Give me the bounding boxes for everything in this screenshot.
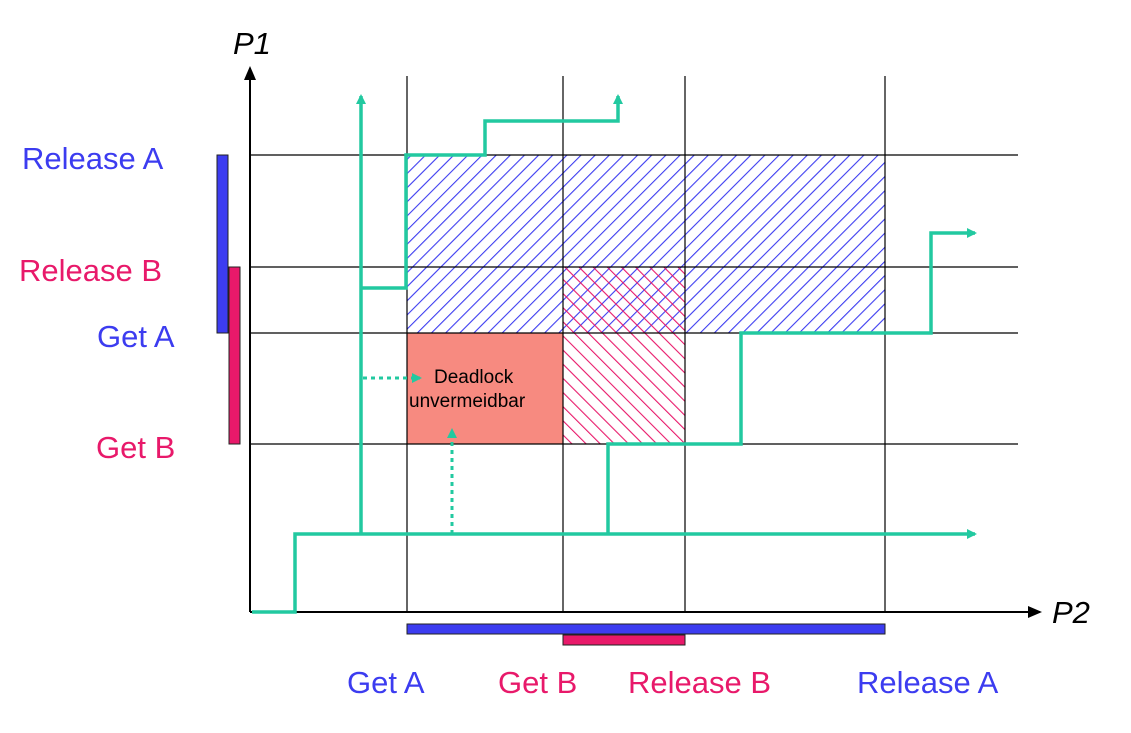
deadlock-note: Deadlock unvermeidbar — [409, 366, 525, 414]
p1-label-get-b: Get B — [96, 430, 176, 465]
p2-label-release-b: Release B — [628, 665, 772, 700]
p2-label-release-a: Release A — [857, 665, 999, 700]
y-axis-label: P1 — [233, 26, 271, 61]
region-b-held-by-both — [563, 267, 685, 444]
p1-resource-a-bar — [216, 154, 229, 334]
p2-label-get-b: Get B — [498, 665, 578, 700]
deadlock-note-line1: Deadlock — [434, 367, 514, 388]
path-main — [252, 529, 977, 614]
p1-label-get-a: Get A — [97, 319, 175, 354]
p1-label-release-a: Release A — [22, 141, 164, 176]
deadlock-note-line2: unvermeidbar — [409, 391, 526, 412]
x-axis-label: P2 — [1052, 595, 1090, 630]
path-around-top — [361, 94, 623, 290]
p1-resource-b-bar — [228, 266, 241, 445]
p1-label-release-b: Release B — [19, 253, 163, 288]
p2-label-get-a: Get A — [347, 665, 425, 700]
path-around-right — [606, 228, 977, 534]
p2-resource-a-bar — [406, 623, 886, 635]
p2-resource-b-bar — [562, 634, 686, 646]
deadlock-region — [407, 333, 563, 444]
